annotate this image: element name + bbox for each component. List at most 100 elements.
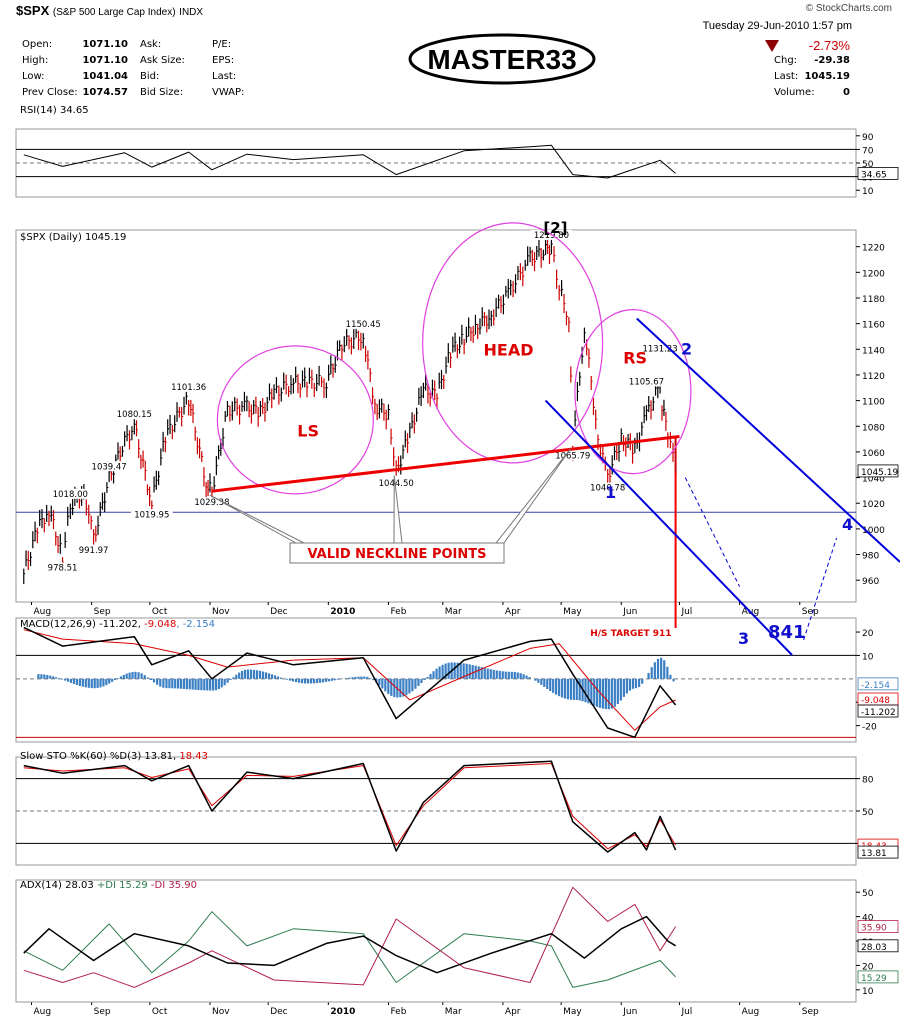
price-label: 1101.36 xyxy=(171,383,206,393)
macd-hist-bar xyxy=(441,664,444,679)
price-label: 1150.45 xyxy=(346,320,381,330)
macd-hist-bar xyxy=(660,657,663,679)
macd-hist-bar xyxy=(584,678,587,703)
macd-hist-bar xyxy=(303,678,307,684)
sto-title-prefix: Slow STO %K(60) %D(3) 13.81, xyxy=(20,751,179,762)
adx-xtick-label: Feb xyxy=(390,1007,406,1017)
price-label-bg xyxy=(551,450,594,461)
stat-label: Prev Close: xyxy=(22,87,78,98)
macd-hist-bar xyxy=(369,678,372,679)
price-xtick-label: Aug xyxy=(34,607,52,617)
header-stats: Open: 1071.10 High: 1071.10 Low: 1041.04 Prev … xyxy=(22,39,850,98)
macd-hist-bar xyxy=(252,669,256,679)
sto-k-line xyxy=(23,760,677,853)
adx-xtick-label: Aug xyxy=(742,1007,760,1017)
macd-hist-bar xyxy=(279,677,283,679)
macd-hist-bar xyxy=(122,674,125,679)
macd-hist-bar xyxy=(465,663,468,679)
macd-hist-bar xyxy=(241,670,244,679)
channel-lower xyxy=(544,399,793,656)
macd-hist-bar xyxy=(590,678,593,705)
macd-hist-bar xyxy=(563,678,567,699)
macd-value: -11.202 xyxy=(861,708,896,718)
macd-hist-bar xyxy=(435,668,438,679)
macd-hist-bar xyxy=(426,676,429,679)
macd-hist-bar xyxy=(578,678,581,701)
price-xtick-label: Mar xyxy=(445,607,462,617)
rsi-value-box xyxy=(857,167,899,180)
wave-1-label: 1 xyxy=(605,483,616,502)
macd-hist-bar xyxy=(149,678,153,680)
macd-hist-bar xyxy=(492,669,495,679)
macd-line xyxy=(23,626,677,739)
macd-hist-bar xyxy=(402,678,405,697)
price-label-bg xyxy=(75,545,112,556)
macd-hist-bar xyxy=(333,678,336,681)
macd-hist-bar xyxy=(99,678,102,688)
wave-4-label: 4 xyxy=(842,515,853,534)
macd-signal-value: -9.048 xyxy=(861,696,890,706)
macd-hist-bar xyxy=(49,675,52,679)
stat-label: Bid: xyxy=(140,71,159,82)
macd-hist-value-box xyxy=(857,677,899,691)
macd-hist-bar xyxy=(285,678,289,680)
neckline-callout-box xyxy=(289,542,505,564)
macd-hist-bar xyxy=(628,678,632,691)
macd-hist-bar xyxy=(162,678,165,688)
macd-hist-bar xyxy=(191,678,194,690)
macd-hist-bar xyxy=(46,674,49,679)
neckline-callout-label: VALID NECKLINE POINTS xyxy=(308,547,487,562)
macd-hist-bar xyxy=(63,678,67,681)
macd-hist-bar xyxy=(152,678,156,683)
macd-hist-bar xyxy=(61,678,64,680)
adx-title-prefix: ADX(14) 28.03 xyxy=(20,880,97,891)
macd-hist-bar xyxy=(390,678,393,696)
stat-label: High: xyxy=(22,55,48,66)
sto-title-d: 18.43 xyxy=(179,751,208,762)
price-value-box xyxy=(857,464,899,478)
price-label: 1029.38 xyxy=(194,498,229,508)
symbol: $SPX xyxy=(16,3,50,18)
macd-hist-bar xyxy=(634,678,638,689)
macd-hist-bar xyxy=(300,678,304,684)
macd-hist-bar xyxy=(569,678,573,700)
macd-hist-bar xyxy=(297,678,301,683)
macd-hist-bar xyxy=(143,675,146,679)
wave-3-label: 3 xyxy=(738,629,749,648)
macd-hist-bar xyxy=(477,666,480,679)
price-label-bg xyxy=(44,562,81,573)
macd-hist-bar xyxy=(270,674,274,679)
rs-label: RS xyxy=(623,348,647,367)
price-xtick-label: May xyxy=(563,607,582,617)
adx-xtick-label: 2010 xyxy=(330,1007,355,1017)
macd-hist-bar xyxy=(243,669,247,679)
macd-hist-bar xyxy=(165,678,168,689)
price-xtick-label: Oct xyxy=(152,607,168,617)
rsi-tick-label: 90 xyxy=(862,133,874,143)
macd-hist-bar xyxy=(276,676,280,679)
price-label: 1039.47 xyxy=(92,462,127,472)
projection-dashed xyxy=(684,477,838,641)
adx-xtick-label: Sep xyxy=(94,1007,111,1017)
price-label-bg xyxy=(130,509,173,520)
macd-hist-bar xyxy=(255,670,259,679)
adx-xtick-label: Aug xyxy=(34,1007,52,1017)
macd-hist-bar xyxy=(217,678,220,690)
price-label: 1105.67 xyxy=(629,377,664,387)
macd-hist-bar xyxy=(206,678,209,691)
price-label: 1080.15 xyxy=(117,410,152,420)
macd-hist-bar xyxy=(43,674,46,679)
rsi-tick-label: 10 xyxy=(862,187,874,197)
adx-minus-value-box xyxy=(857,920,899,934)
macd-hist-bar xyxy=(134,671,137,679)
macd-hist-bar xyxy=(125,673,128,679)
price-xtick-label: Apr xyxy=(505,607,521,617)
price-tick-label: 1060 xyxy=(862,449,885,459)
macd-hist-bar xyxy=(411,678,414,692)
macd-hist-bar xyxy=(261,671,265,679)
symbol-title: $SPX (S&P 500 Large Cap Index) INDX xyxy=(16,3,203,18)
macd-hist-bar xyxy=(604,678,607,710)
ls-label: LS xyxy=(297,422,319,441)
adx-value-box xyxy=(857,939,899,953)
macd-hist-bar xyxy=(622,678,625,697)
